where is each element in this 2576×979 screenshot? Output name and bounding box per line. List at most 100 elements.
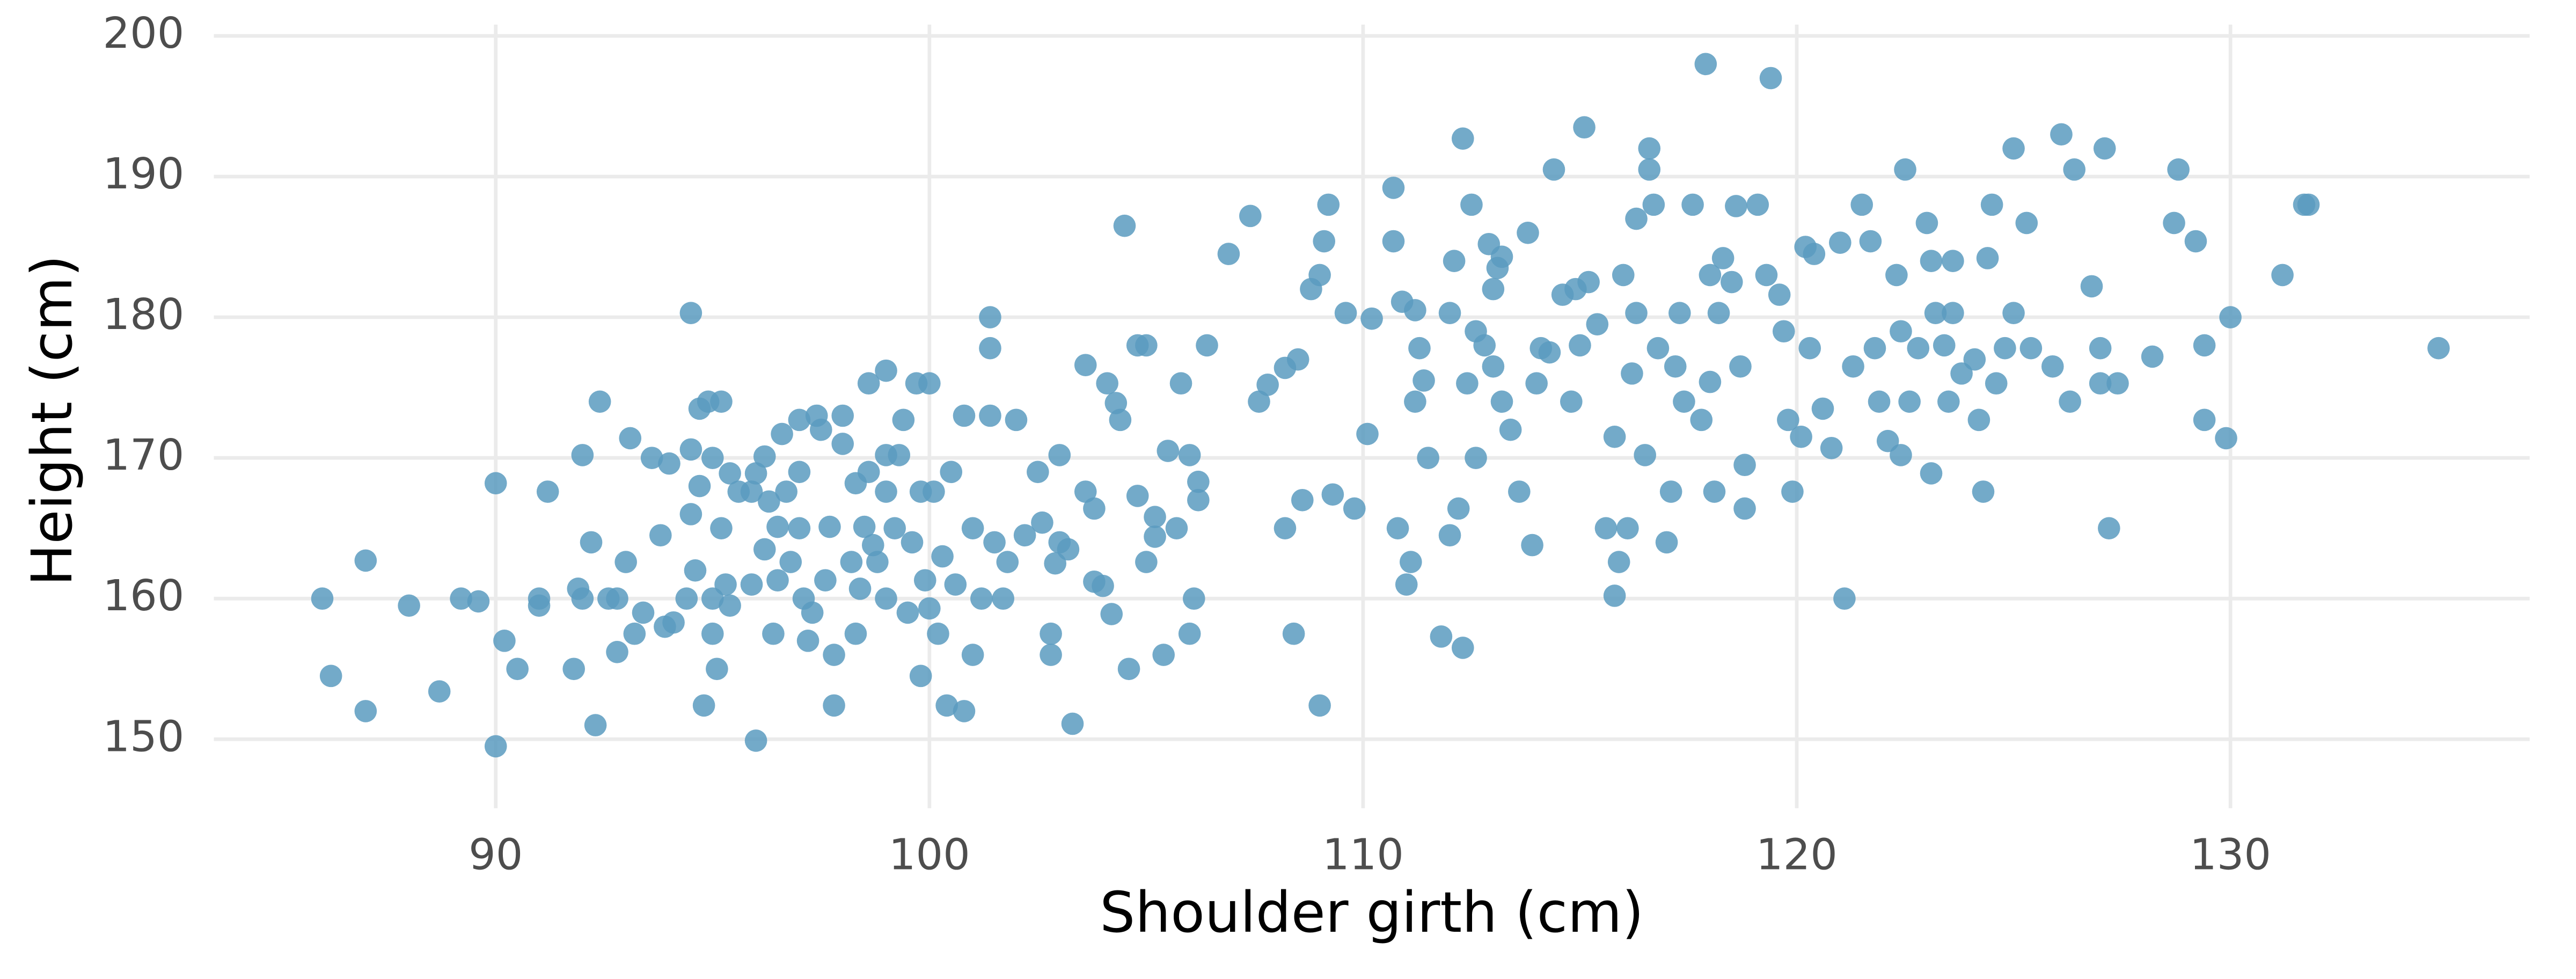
point [1109, 408, 1132, 432]
point [1668, 302, 1691, 324]
point [1343, 497, 1366, 520]
point [1005, 408, 1028, 432]
x-axis-title: Shoulder girth (cm) [1100, 880, 1644, 945]
point [918, 372, 941, 395]
point [1031, 511, 1053, 534]
point [606, 640, 628, 663]
point [588, 390, 611, 413]
point [1755, 264, 1778, 287]
grid [214, 24, 2530, 808]
point [1690, 408, 1713, 432]
point [1980, 193, 2003, 216]
point [970, 587, 993, 610]
point [814, 569, 837, 591]
point [1798, 337, 1821, 360]
point [818, 515, 841, 538]
point [953, 700, 976, 722]
point [1460, 193, 1483, 216]
point [896, 601, 919, 624]
point [1443, 250, 1466, 273]
point [1829, 231, 1851, 254]
point [684, 559, 707, 582]
point [1482, 355, 1505, 378]
point [1994, 337, 2016, 360]
point [1820, 436, 1843, 459]
point [1703, 480, 1726, 503]
point [892, 408, 915, 432]
point [857, 461, 880, 484]
point [1356, 422, 1379, 445]
point [1408, 337, 1431, 360]
point [1048, 444, 1071, 466]
point [2002, 137, 2025, 160]
point [1117, 657, 1140, 681]
point [1942, 302, 1964, 324]
x-tick-label: 100 [889, 829, 970, 879]
point [1625, 302, 1648, 324]
point [2059, 390, 2081, 413]
point [1083, 497, 1106, 520]
point [1178, 622, 1201, 645]
point [1603, 585, 1626, 607]
point [506, 657, 529, 681]
point [875, 359, 897, 382]
point [2163, 211, 2185, 235]
point [2002, 302, 2025, 324]
point [1473, 334, 1496, 357]
point [1733, 454, 1756, 477]
point [1711, 247, 1735, 269]
point [1560, 390, 1583, 413]
point [1113, 214, 1136, 237]
point [311, 587, 334, 610]
point [1417, 447, 1439, 469]
point [1586, 313, 1609, 335]
point [766, 515, 789, 538]
point [1256, 374, 1279, 396]
point [1465, 447, 1487, 469]
point [580, 531, 603, 554]
point [649, 524, 672, 547]
point [1317, 193, 1340, 216]
point [771, 422, 793, 445]
point [953, 404, 976, 427]
point [1659, 480, 1682, 503]
y-axis-title: Height (cm) [19, 255, 85, 586]
point [640, 447, 663, 469]
point [883, 517, 906, 539]
point [1438, 524, 1461, 547]
point [913, 569, 936, 591]
point [1759, 67, 1782, 90]
point [1781, 480, 1804, 503]
point [1165, 517, 1188, 539]
point [562, 657, 586, 681]
point [2193, 334, 2216, 357]
point [1274, 517, 1297, 539]
point [2098, 517, 2120, 539]
point [1404, 390, 1426, 413]
point [753, 538, 776, 561]
point [1803, 243, 1826, 265]
point [679, 503, 702, 525]
point [1777, 408, 1799, 432]
point [762, 622, 785, 645]
point [866, 551, 889, 573]
point [1499, 418, 1522, 441]
x-tick-label: 130 [2190, 829, 2271, 879]
point [1920, 462, 1943, 485]
point [996, 551, 1019, 573]
point [398, 594, 420, 617]
point [1308, 694, 1331, 717]
point [979, 404, 1001, 427]
x-tick-label: 120 [1756, 829, 1838, 879]
point [1950, 362, 1973, 385]
point [1972, 480, 1995, 503]
point [1694, 53, 1717, 76]
point [888, 444, 911, 466]
point [1768, 283, 1791, 306]
point [1616, 517, 1639, 539]
point [1733, 497, 1756, 520]
point [1013, 524, 1036, 547]
point [719, 594, 741, 617]
point [1894, 158, 1916, 181]
point [788, 408, 811, 432]
